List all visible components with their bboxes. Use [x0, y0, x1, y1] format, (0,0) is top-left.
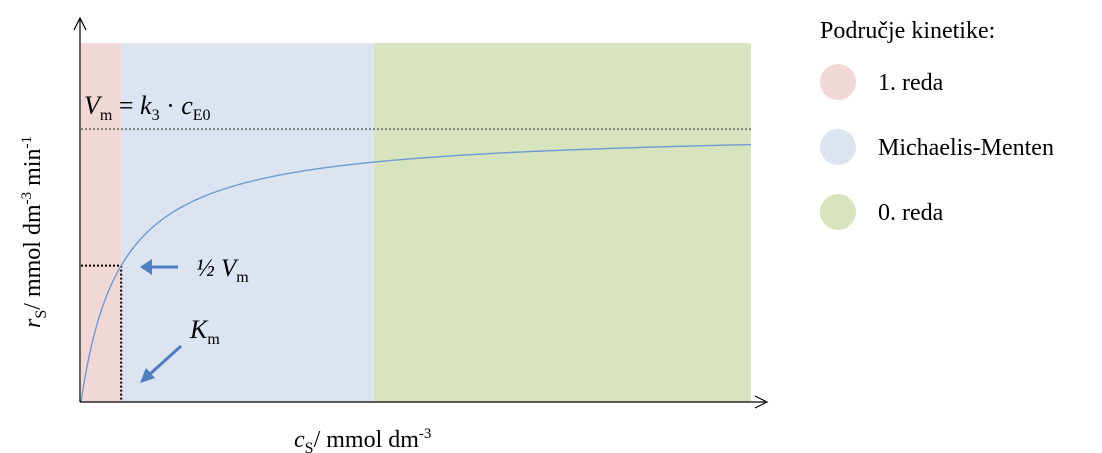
axes: [73, 16, 769, 409]
vmax-equation: Vm = k3 · cE0: [84, 91, 211, 124]
region-3: [373, 43, 751, 402]
km-arrow-head: [140, 368, 155, 383]
legend-title: Područje kinetike:: [820, 18, 995, 44]
legend-swatch-3: [820, 194, 856, 230]
michaelis-menten-curve: [80, 143, 752, 403]
half-vmax-label: ½ Vm: [196, 255, 249, 286]
legend-label-3: 0. reda: [878, 200, 944, 226]
x-axis-arrowhead: [754, 395, 769, 409]
legend: Područje kinetike: 1. reda Michaelis-Ment…: [820, 18, 1054, 230]
region-2: [121, 43, 374, 402]
half-vmax-arrow-head: [140, 259, 152, 275]
km-label: Km: [189, 315, 220, 348]
legend-label-1: 1. reda: [878, 70, 944, 96]
legend-swatch-2: [820, 129, 856, 165]
half-vmax-arrow: [140, 259, 178, 275]
legend-swatch-1: [820, 64, 856, 100]
kinetic-regions: [81, 43, 751, 402]
legend-label-2: Michaelis-Menten: [878, 135, 1054, 161]
legend-items: 1. reda Michaelis-Menten 0. reda: [820, 64, 1054, 230]
x-axis-label: cS/ mmol dm-3: [294, 426, 431, 453]
y-axis-arrowhead: [73, 16, 87, 31]
region-1: [81, 43, 122, 402]
km-arrow: [140, 344, 183, 383]
km-arrow-shaft: [148, 344, 183, 376]
y-axis-label: rS/ mmol dm-3 min-1: [19, 136, 50, 328]
